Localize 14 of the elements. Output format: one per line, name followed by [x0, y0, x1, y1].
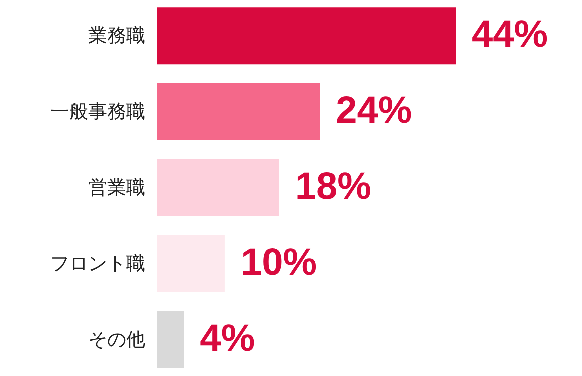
y-tick-label: 営業職	[88, 177, 146, 199]
data-label: 44%	[472, 14, 548, 56]
data-label: 10%	[240, 242, 318, 284]
data-label: 4%	[200, 318, 256, 360]
y-tick-label: その他	[88, 328, 146, 351]
data-label: 24%	[336, 90, 412, 132]
data-label: 18%	[295, 166, 372, 208]
bar	[157, 160, 280, 216]
bar	[157, 311, 184, 368]
bar	[157, 8, 456, 65]
y-tick-label: フロント職	[50, 252, 146, 275]
y-tick-label: 一般事務職	[50, 101, 146, 124]
bar	[157, 84, 320, 141]
y-tick-label: 業務職	[88, 25, 146, 48]
